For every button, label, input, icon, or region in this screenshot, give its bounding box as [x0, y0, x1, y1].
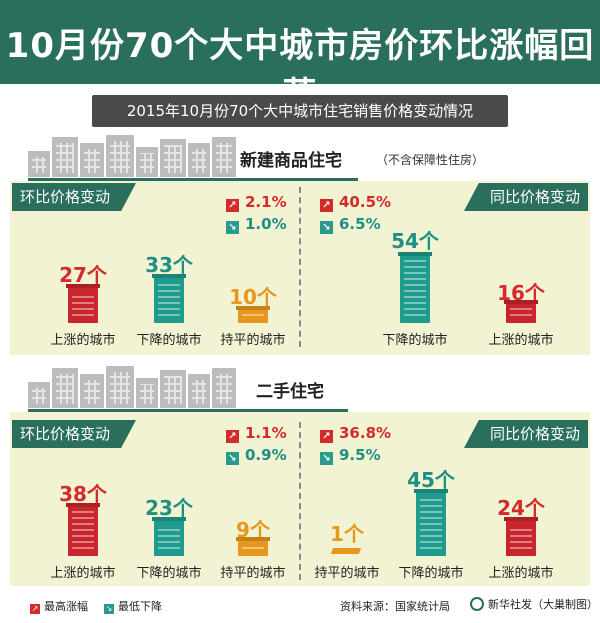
building-fall: [414, 489, 448, 556]
arrow-down-right-icon: ↘: [226, 221, 239, 234]
building-rise: [66, 503, 100, 556]
section-note-new-homes: （不含保障性住房）: [376, 153, 485, 167]
yoy-min-value: 9.5%: [339, 446, 381, 464]
subtitle-bar: 2015年10月份70个大中城市住宅销售价格变动情况: [92, 95, 508, 127]
mom-max-stat: ↗ 2.1%: [226, 193, 287, 212]
section-title-new-homes: 新建商品住宅: [240, 151, 342, 171]
section-underline: [28, 178, 358, 181]
building-fall: [398, 252, 432, 323]
skyline-second-hand: [28, 364, 238, 408]
arrow-up-right-icon: ↗: [30, 604, 40, 614]
divider: [299, 422, 301, 580]
divider: [299, 187, 301, 347]
mom-label: 环比价格变动: [12, 420, 137, 448]
credit-text: 新华社发（大巢制图）: [488, 598, 598, 611]
yoy-label: 同比价格变动: [463, 183, 588, 211]
header-banner: 10月份70个大中城市房价环比涨幅回落: [0, 0, 600, 115]
mom-min-stat: ↘ 1.0%: [226, 215, 287, 234]
arrow-up-right-icon: ↗: [320, 199, 333, 212]
building-flat: [236, 537, 270, 556]
yoy-label: 同比价格变动: [463, 420, 588, 448]
mom-max-value: 2.1%: [245, 193, 287, 211]
yoy-max-stat: ↗ 40.5%: [320, 193, 391, 212]
mom-flat-count: 10个: [229, 285, 277, 309]
yoy-rise-label: 上涨的城市: [488, 566, 554, 581]
source-note: 资料来源：国家统计局: [340, 600, 450, 613]
yoy-fall-count: 45个: [407, 468, 455, 492]
mom-rise-count: 27个: [59, 263, 107, 287]
skyline-new-homes: [28, 133, 238, 177]
credit-note: 新华社发（大巢制图）: [470, 596, 598, 612]
mom-flat-label: 持平的城市: [220, 566, 286, 581]
legend-max: ↗ 最高涨幅: [30, 598, 88, 614]
panel-new-homes: 环比价格变动 同比价格变动 ↗ 2.1% ↘ 1.0% ↗ 40.5% ↘ 6.5% 2…: [10, 181, 590, 355]
mom-rise-label: 上涨的城市: [50, 566, 116, 581]
building-flat: [330, 548, 362, 554]
mom-min-stat: ↘ 0.9%: [226, 446, 287, 465]
legend-min: ↘ 最低下降: [104, 598, 162, 614]
mom-min-value: 1.0%: [245, 215, 287, 233]
arrow-up-right-icon: ↗: [320, 430, 333, 443]
mom-fall-label: 下降的城市: [136, 566, 202, 581]
arrow-down-right-icon: ↘: [320, 452, 333, 465]
mom-min-value: 0.9%: [245, 446, 287, 464]
arrow-down-right-icon: ↘: [226, 452, 239, 465]
arrow-down-right-icon: ↘: [104, 604, 114, 614]
mom-max-stat: ↗ 1.1%: [226, 424, 287, 443]
building-fall: [152, 517, 186, 556]
yoy-min-stat: ↘ 6.5%: [320, 215, 381, 234]
arrow-up-right-icon: ↗: [226, 199, 239, 212]
yoy-fall-count: 54个: [391, 229, 439, 253]
mom-fall-count: 23个: [145, 496, 193, 520]
yoy-fall-label: 下降的城市: [398, 566, 464, 581]
yoy-flat-label: 持平的城市: [314, 566, 380, 581]
yoy-max-stat: ↗ 36.8%: [320, 424, 391, 443]
yoy-max-value: 40.5%: [339, 193, 392, 211]
building-fall: [152, 274, 186, 323]
mom-fall-count: 33个: [145, 253, 193, 277]
yoy-rise-count: 24个: [497, 496, 545, 520]
section-underline: [28, 409, 348, 412]
yoy-fall-label: 下降的城市: [382, 333, 448, 348]
mom-flat-label: 持平的城市: [220, 333, 286, 348]
yoy-flat-count: 1个: [330, 522, 364, 546]
building-rise: [504, 300, 538, 323]
mom-rise-count: 38个: [59, 482, 107, 506]
yoy-min-stat: ↘ 9.5%: [320, 446, 381, 465]
globe-icon: [470, 597, 484, 611]
legend-max-label: 最高涨幅: [44, 600, 88, 613]
mom-fall-label: 下降的城市: [136, 333, 202, 348]
building-rise: [66, 284, 100, 323]
yoy-min-value: 6.5%: [339, 215, 381, 233]
section-title-second-hand: 二手住宅: [256, 382, 324, 402]
mom-label: 环比价格变动: [12, 183, 137, 211]
building-rise: [504, 517, 538, 556]
legend-min-label: 最低下降: [118, 600, 162, 613]
yoy-max-value: 36.8%: [339, 424, 392, 442]
mom-max-value: 1.1%: [245, 424, 287, 442]
building-flat: [236, 306, 270, 323]
arrow-up-right-icon: ↗: [226, 430, 239, 443]
mom-rise-label: 上涨的城市: [50, 333, 116, 348]
yoy-rise-label: 上涨的城市: [488, 333, 554, 348]
panel-second-hand: 环比价格变动 同比价格变动 ↗ 1.1% ↘ 0.9% ↗ 36.8% ↘ 9.5% 3…: [10, 412, 590, 586]
arrow-down-right-icon: ↘: [320, 221, 333, 234]
